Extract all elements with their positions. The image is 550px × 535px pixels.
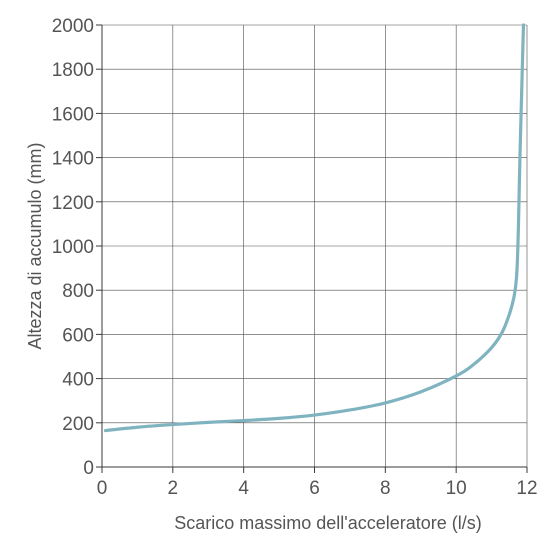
x-tick-label: 4 xyxy=(238,478,249,499)
y-tick-label: 1200 xyxy=(52,193,94,214)
series-layer xyxy=(103,23,526,433)
tick-labels: 0 2 4 6 8 10 12 0 200 400 600 800 1000 1200 1400 1600 18… xyxy=(52,16,538,499)
y-tick-label: 1800 xyxy=(52,60,94,81)
x-axis-title: Scarico massimo dell'acceleratore (l/s) xyxy=(174,513,482,533)
y-tick-label: 800 xyxy=(62,281,94,302)
x-tick-label: 2 xyxy=(168,478,179,499)
series-line-0 xyxy=(103,23,526,433)
y-tick-label: 200 xyxy=(62,414,94,435)
x-tick-label: 8 xyxy=(380,478,391,499)
y-tick-label: 600 xyxy=(62,325,94,346)
axes xyxy=(96,24,528,473)
x-tick-label: 12 xyxy=(516,478,537,499)
x-tick-label: 6 xyxy=(309,478,320,499)
y-axis-title: Altezza di accumulo (mm) xyxy=(25,142,45,349)
x-tick-label: 10 xyxy=(446,478,467,499)
x-tick-label: 0 xyxy=(97,478,108,499)
y-tick-label: 400 xyxy=(62,370,94,391)
y-tick-label: 1000 xyxy=(52,237,94,258)
grid xyxy=(102,24,528,467)
y-tick-label: 2000 xyxy=(52,16,94,37)
y-tick-label: 1400 xyxy=(52,149,94,170)
y-tick-label: 0 xyxy=(83,458,94,479)
y-tick-label: 1600 xyxy=(52,104,94,125)
